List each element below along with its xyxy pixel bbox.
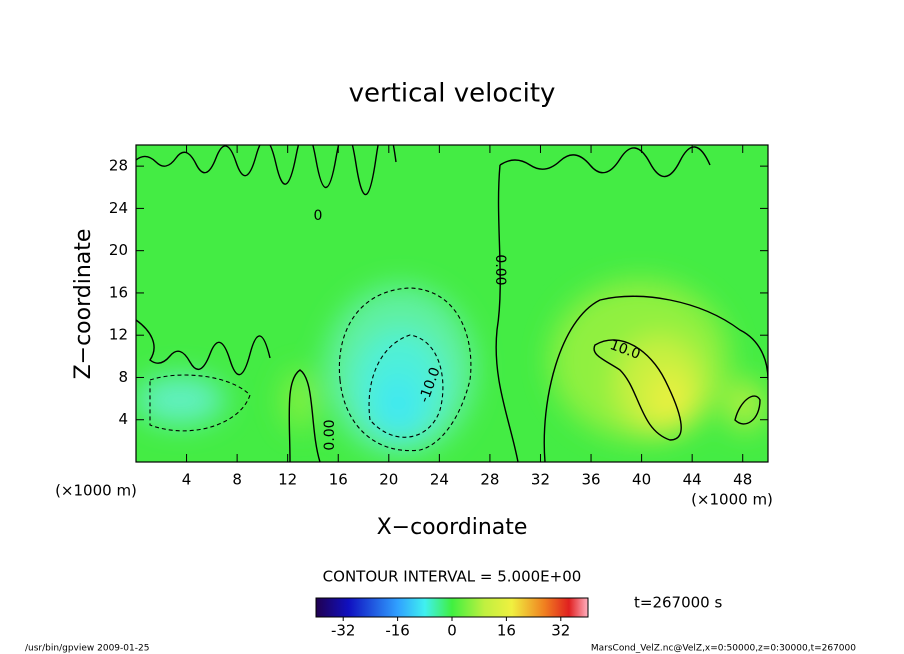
footer-right: MarsCond_VelZ.nc@VelZ,x=0:50000,z=0:3000…: [591, 644, 856, 654]
x-tick-label: 16: [329, 471, 348, 489]
plot-frame: [135, 144, 769, 463]
y-axis-title: Z−coordinate: [71, 229, 96, 380]
x-tick-label: 32: [531, 471, 550, 489]
colorbar-tick-label: -16: [385, 622, 410, 640]
x-tick-label: 4: [182, 471, 192, 489]
contour-label: 0: [314, 208, 323, 224]
y-tick-label: 20: [109, 241, 128, 259]
y-tick-label: 16: [109, 283, 128, 301]
y-tick-label: 8: [118, 368, 128, 386]
x-tick-label: 12: [278, 471, 297, 489]
y-tick-label: 12: [109, 326, 128, 344]
y-tick-label: 4: [118, 410, 128, 428]
x-tick-label: 48: [733, 471, 752, 489]
contour-interval: CONTOUR INTERVAL = 5.000E+00: [323, 568, 582, 586]
y-unit: (×1000 m): [55, 482, 137, 500]
x-tick-label: 28: [480, 471, 499, 489]
field: [136, 145, 768, 462]
y-tick-label: 24: [109, 199, 128, 217]
x-unit: (×1000 m): [691, 491, 773, 509]
footer-left: /usr/bin/gpview 2009-01-25: [25, 644, 149, 654]
x-tick-label: 44: [683, 471, 702, 489]
colorbar-tick-label: 16: [497, 622, 516, 640]
contour-label: 0.00: [322, 419, 338, 450]
x-axis-title: X−coordinate: [377, 515, 528, 540]
chart-title: vertical velocity: [349, 79, 556, 109]
x-tick-label: 40: [632, 471, 651, 489]
x-tick-label: 24: [430, 471, 449, 489]
colorbar-tick-label: 0: [447, 622, 457, 640]
x-tick-label: 8: [232, 471, 242, 489]
time-label: t=267000 s: [634, 594, 722, 612]
y-tick-label: 28: [109, 157, 128, 175]
contour-label: 0.00: [492, 254, 508, 285]
colorbar: [315, 597, 589, 618]
x-tick-label: 20: [379, 471, 398, 489]
x-tick-label: 36: [581, 471, 600, 489]
colorbar-tick-label: 32: [551, 622, 570, 640]
colorbar-tick-label: -32: [331, 622, 356, 640]
